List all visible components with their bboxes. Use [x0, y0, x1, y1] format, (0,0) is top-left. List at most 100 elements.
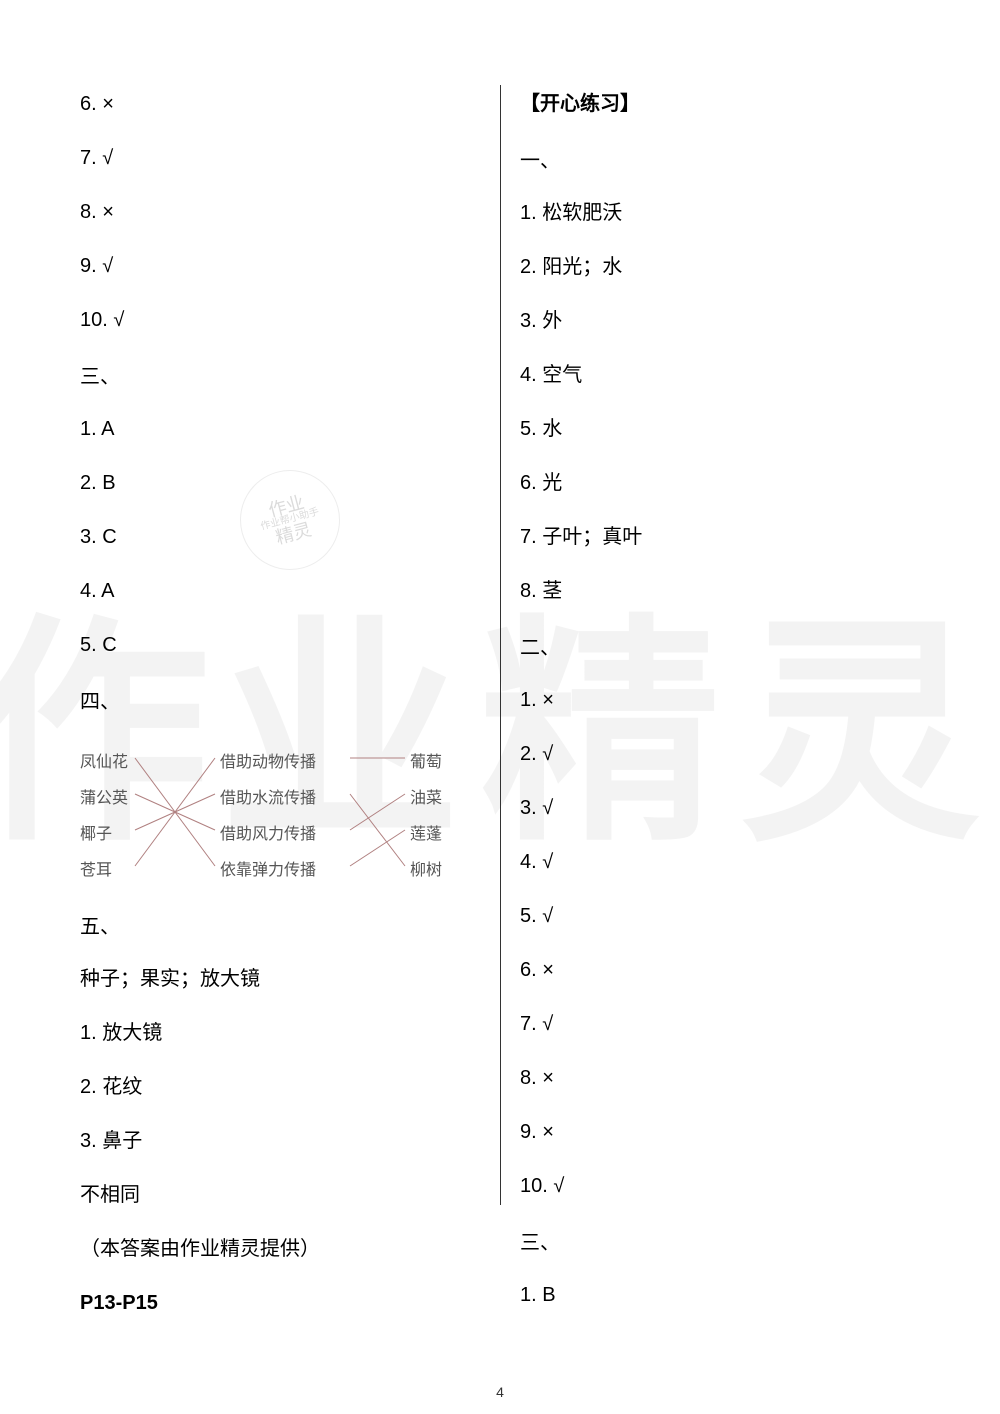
item-value: 鼻子	[102, 1130, 142, 1152]
item-number: 1.	[80, 418, 97, 440]
item-value: C	[102, 634, 116, 656]
list-item: 2. 花纹	[80, 1073, 480, 1101]
list-item: 6. 光	[520, 469, 920, 497]
diagram-left-3: 苍耳	[80, 856, 112, 880]
list-item: 7. √	[80, 144, 480, 172]
item-number: 3.	[80, 526, 97, 548]
list-item: 10. √	[520, 1172, 920, 1200]
item-value: √	[542, 905, 553, 927]
item-value: B	[102, 472, 115, 494]
item-number: 6.	[520, 959, 537, 981]
item-value: √	[542, 851, 553, 873]
list-item: 2. √	[520, 740, 920, 768]
list-item: 1. ×	[520, 686, 920, 714]
list-item: 6. ×	[80, 90, 480, 118]
list-item: 7. √	[520, 1010, 920, 1038]
item-number: 2.	[520, 256, 537, 278]
item-number: 1.	[520, 689, 537, 711]
item-value: ×	[542, 1121, 554, 1143]
matching-diagram: 凤仙花 蒲公英 椰子 苍耳 借助动物传播 借助水流传播 借助风力传播 依靠弹力传…	[80, 740, 440, 890]
page-number: 4	[496, 1384, 504, 1400]
diagram-left-0: 凤仙花	[80, 748, 128, 772]
diagram-mid-1: 借助水流传播	[220, 784, 316, 808]
item-number: 6.	[80, 93, 97, 115]
item-value: 松软肥沃	[542, 202, 622, 224]
answer-line: 不相同	[80, 1181, 480, 1209]
list-item: 8. ×	[80, 198, 480, 226]
item-number: 10.	[520, 1175, 548, 1197]
item-number: 1.	[520, 202, 537, 224]
item-number: 1.	[520, 1284, 537, 1306]
list-item: 4. √	[520, 848, 920, 876]
diagram-mid-2: 借助风力传播	[220, 820, 316, 844]
list-item: 3. 外	[520, 307, 920, 335]
exercise-title: 【开心练习】	[520, 90, 920, 118]
item-number: 3.	[80, 1130, 97, 1152]
item-value: √	[542, 743, 553, 765]
diagram-mid-0: 借助动物传播	[220, 748, 316, 772]
right-column: 【开心练习】 一、 1. 松软肥沃 2. 阳光；水 3. 外 4. 空气 5. …	[500, 90, 940, 1280]
list-item: 5. 水	[520, 415, 920, 443]
item-value: 水	[542, 418, 562, 440]
diagram-mid-3: 依靠弹力传播	[220, 856, 316, 880]
item-number: 7.	[520, 526, 537, 548]
item-value: √	[542, 797, 553, 819]
item-value: 阳光；水	[542, 256, 622, 278]
section-heading-4: 四、	[80, 685, 480, 714]
item-number: 4.	[80, 580, 97, 602]
list-item: 9. √	[80, 252, 480, 280]
section-heading-5: 五、	[80, 910, 480, 939]
left-column: 6. × 7. √ 8. × 9. √ 10. √ 三、 作业 作业帮小助手 精…	[60, 90, 500, 1280]
item-value: ×	[542, 959, 554, 981]
item-value: √	[553, 1175, 564, 1197]
item-value: B	[542, 1284, 555, 1306]
diagram-right-2: 莲蓬	[410, 820, 442, 844]
item-number: 3.	[520, 797, 537, 819]
item-number: 6.	[520, 472, 537, 494]
list-item: 9. ×	[520, 1118, 920, 1146]
item-number: 5.	[520, 905, 537, 927]
item-value: A	[101, 580, 114, 602]
item-value: √	[542, 1013, 553, 1035]
item-value: √	[102, 147, 113, 169]
item-number: 1.	[80, 1022, 97, 1044]
list-item: 5. C	[80, 631, 480, 659]
section-heading-1: 一、	[520, 144, 920, 173]
item-value: √	[102, 255, 113, 277]
item-value: A	[101, 418, 114, 440]
item-number: 4.	[520, 851, 537, 873]
item-number: 2.	[80, 1076, 97, 1098]
list-item: 2. 阳光；水	[520, 253, 920, 281]
item-value: 放大镜	[102, 1022, 162, 1044]
credit-line: （本答案由作业精灵提供）	[80, 1235, 480, 1263]
section-heading-3r: 三、	[520, 1226, 920, 1255]
item-number: 2.	[80, 472, 97, 494]
list-item: 8. 茎	[520, 577, 920, 605]
item-value: 花纹	[102, 1076, 142, 1098]
item-number: 5.	[520, 418, 537, 440]
item-number: 8.	[520, 1067, 537, 1089]
item-value: 光	[542, 472, 562, 494]
page-reference: P13-P15	[80, 1289, 480, 1317]
diagram-right-0: 葡萄	[410, 748, 442, 772]
item-value: ×	[542, 689, 554, 711]
diagram-right-3: 柳树	[410, 856, 442, 880]
item-number: 9.	[520, 1121, 537, 1143]
list-item: 4. A	[80, 577, 480, 605]
item-number: 7.	[80, 147, 97, 169]
section-heading-2: 二、	[520, 631, 920, 660]
item-value: ×	[542, 1067, 554, 1089]
list-item: 5. √	[520, 902, 920, 930]
diagram-left-1: 蒲公英	[80, 784, 128, 808]
list-item: 6. ×	[520, 956, 920, 984]
item-value: ×	[102, 93, 114, 115]
list-item: 7. 子叶；真叶	[520, 523, 920, 551]
item-number: 8.	[520, 580, 537, 602]
item-number: 4.	[520, 364, 537, 386]
diagram-left-2: 椰子	[80, 820, 112, 844]
list-item: 1. 松软肥沃	[520, 199, 920, 227]
item-value: 外	[542, 310, 562, 332]
item-number: 2.	[520, 743, 537, 765]
list-item: 8. ×	[520, 1064, 920, 1092]
list-item: 4. 空气	[520, 361, 920, 389]
